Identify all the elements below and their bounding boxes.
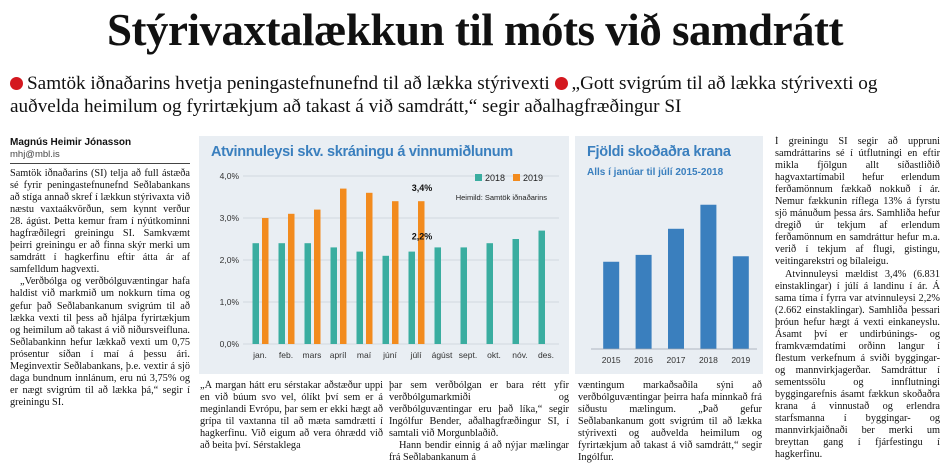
- y-tick-label: 3,0%: [220, 213, 240, 223]
- bar-2018: [434, 247, 441, 344]
- bar-2018: [278, 243, 285, 344]
- legend-swatch-2019: [513, 174, 520, 181]
- y-tick-label: 2,0%: [220, 255, 240, 265]
- paragraph: Hann bendir einnig á að nýjar mælingar f…: [389, 440, 569, 464]
- x-tick-label: mars: [303, 350, 322, 360]
- x-tick-label: okt.: [487, 350, 501, 360]
- y-tick-label: 4,0%: [220, 171, 240, 181]
- x-tick-label: 2016: [634, 355, 653, 365]
- x-tick-label: maí: [357, 350, 372, 360]
- chart-title: Atvinnuleysi skv. skráningu á vinnumiðlu…: [211, 144, 513, 160]
- x-tick-label: 2018: [699, 355, 718, 365]
- byline-divider: [10, 163, 190, 164]
- x-tick-label: júní: [382, 350, 397, 360]
- unemployment-chart-plot: 0,0% 1,0% 2,0% 3,0% 4,0% jan. feb. mars apríl maí…: [220, 171, 559, 360]
- bar-2018: [460, 247, 467, 344]
- bar-2018: [304, 243, 311, 344]
- x-tick-label: 2017: [667, 355, 686, 365]
- y-tick-label: 1,0%: [220, 297, 240, 307]
- x-tick-label: 2015: [602, 355, 621, 365]
- bar: [732, 256, 749, 349]
- paragraph: Samtök iðnaðarins (SI) telja að full ást…: [10, 168, 190, 276]
- bar-2018: [382, 255, 389, 344]
- legend-label: 2019: [523, 173, 543, 183]
- bar-2018: [330, 247, 337, 344]
- bar-2018: [408, 251, 415, 344]
- paragraph: Atvinnuleysi mældist 3,4% (6.831 einstak…: [775, 268, 940, 461]
- bar: [668, 228, 684, 349]
- byline: Magnús Heimir Jónasson mhj@mbl.is: [10, 137, 190, 161]
- data-label: 2,2%: [412, 232, 433, 242]
- x-tick-label: ágúst: [432, 350, 453, 360]
- bar-2019: [418, 201, 425, 344]
- bar-2019: [366, 192, 373, 344]
- bar-2019: [262, 218, 269, 344]
- chart-subtitle: Alls í janúar til júlí 2015-2018: [587, 167, 724, 178]
- article-column-1: Samtök iðnaðarins (SI) telja að full ást…: [10, 168, 190, 473]
- x-tick-label: 2019: [731, 355, 750, 365]
- x-tick-label: sept.: [459, 350, 477, 360]
- bar-2018: [486, 243, 493, 344]
- bullet-icon: [10, 77, 23, 90]
- paragraph: „Verðbólga og verðbólguvæntingar hafa ha…: [10, 276, 190, 408]
- paragraph: Í greiningu SI segir að uppruni samdrátt…: [775, 136, 940, 268]
- x-tick-label: jan.: [252, 350, 267, 360]
- data-label: 3,4%: [412, 183, 433, 193]
- headline: Stýrivaxtalækkun til móts við samdrátt: [106, 5, 844, 55]
- bar-2019: [288, 213, 295, 344]
- subhead: Samtök iðnaðarins hvetja peningastefnune…: [10, 72, 940, 118]
- bar-2019: [392, 201, 399, 344]
- bar-2018: [512, 239, 519, 344]
- paragraph: „Á margan hátt eru sérstakar aðstæður up…: [200, 380, 383, 452]
- bar-2019: [340, 188, 347, 344]
- bar-2018: [356, 251, 363, 344]
- author-email: mhj@mbl.is: [10, 149, 60, 160]
- bar-2018: [538, 230, 545, 344]
- subhead-part1: Samtök iðnaðarins hvetja peningastefnune…: [27, 73, 550, 94]
- bar-2019: [314, 209, 321, 344]
- chart-title: Fjöldi skoðaðra krana: [587, 144, 731, 160]
- paragraph: væntingum markaðsaðila sýni að verðbólgu…: [578, 380, 762, 464]
- x-tick-label: nóv.: [512, 350, 527, 360]
- cranes-chart-plot: 2015 2016 2017 2018 2019: [591, 204, 757, 365]
- x-tick-label: apríl: [330, 350, 347, 360]
- x-tick-label: feb.: [279, 350, 293, 360]
- subhead-part2: „Gott svigrúm til að lækka stýrivexti og…: [10, 73, 878, 117]
- article-column-4: væntingum markaðsaðila sýni að verðbólgu…: [578, 380, 762, 474]
- article-column-2: „Á margan hátt eru sérstakar aðstæður up…: [200, 380, 383, 474]
- x-tick-label: júlí: [410, 350, 423, 360]
- legend-swatch-2018: [475, 174, 482, 181]
- x-tick-label: des.: [538, 350, 554, 360]
- bar: [635, 254, 652, 349]
- bar-2018: [252, 243, 259, 344]
- bar: [700, 204, 717, 349]
- author-name: Magnús Heimir Jónasson: [10, 137, 132, 148]
- chart-source: Heimild: Samtök iðnaðarins: [456, 193, 548, 202]
- bar: [603, 261, 620, 349]
- paragraph: þar sem verðbólgan er bara rétt yfir ver…: [389, 380, 569, 440]
- article-column-3: þar sem verðbólgan er bara rétt yfir ver…: [389, 380, 569, 474]
- article-column-5: Í greiningu SI segir að uppruni samdrátt…: [775, 136, 940, 474]
- bullet-icon: [554, 77, 568, 90]
- cranes-chart: Fjöldi skoðaðra krana Alls í janúar til …: [575, 136, 763, 374]
- y-tick-label: 0,0%: [220, 339, 240, 349]
- legend-label: 2018: [485, 173, 505, 183]
- unemployment-chart: Atvinnuleysi skv. skráningu á vinnumiðlu…: [199, 136, 569, 374]
